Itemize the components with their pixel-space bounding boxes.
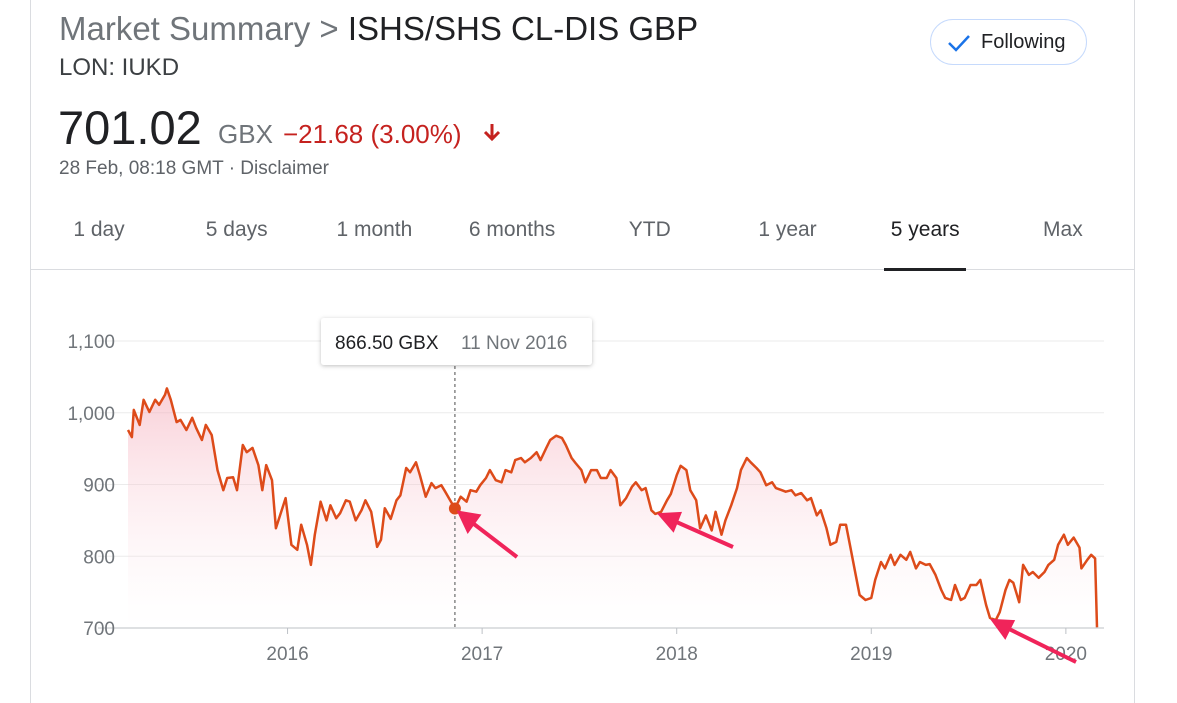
x-tick-label: 2019: [850, 644, 892, 665]
line: [126, 387, 1099, 628]
title: ISHS/SHS CL-DIS GBP: [347, 10, 699, 47]
currency: GBX: [218, 119, 273, 149]
card: [30, 0, 1135, 703]
area: [128, 388, 1097, 628]
follow-button[interactable]: Following: [930, 19, 1087, 65]
y-tick-label: 1,000: [67, 404, 115, 425]
tab[interactable]: 6 months: [468, 218, 556, 241]
separator: ·: [228, 158, 236, 179]
tab[interactable]: 1 year: [758, 218, 817, 241]
tooltip-value: 866.50 GBX: [335, 333, 439, 354]
x-tick-label: 2016: [266, 644, 308, 665]
timestamp-row: 28 Feb, 08:18 GMT · Disclaimer: [59, 158, 329, 180]
price: 701.02: [58, 101, 202, 154]
tab[interactable]: 5 days: [205, 218, 268, 241]
tooltip-box: [321, 318, 592, 365]
x-tick-label: 2017: [461, 644, 503, 665]
tab[interactable]: Max: [1043, 218, 1083, 241]
disclaimer[interactable]: Disclaimer: [240, 158, 329, 179]
divider: [30, 269, 1134, 270]
tab[interactable]: YTD: [628, 218, 671, 241]
x-tick-label: 2020: [1045, 644, 1087, 665]
tab[interactable]: 5 years: [890, 218, 960, 241]
exchange: LON: IUKD: [59, 54, 180, 81]
follow-label: Following: [981, 31, 1066, 53]
change: −21.68 (3.00%): [283, 119, 462, 149]
y-tick-label: 900: [83, 476, 115, 497]
hover-point: [448, 502, 461, 515]
timestamp: 28 Feb, 08:18 GMT: [59, 158, 224, 179]
tooltip-date: 11 Nov 2016: [461, 333, 567, 354]
breadcrumb[interactable]: Market Summary >: [59, 10, 339, 47]
tab[interactable]: 1 month: [336, 218, 413, 241]
tooltip: 866.50 GBX 11 Nov 2016: [321, 318, 592, 365]
x-tick-label: 2018: [656, 644, 698, 665]
header: Market Summary > ISHS/SHS CL-DIS GBP: [59, 10, 698, 48]
y-tick-label: 700: [83, 619, 115, 640]
down-arrow: [483, 124, 501, 142]
check-icon: [948, 35, 970, 52]
tab[interactable]: 1 day: [73, 218, 125, 241]
y-tick-label: 800: [83, 547, 115, 568]
y-tick-label: 1,100: [67, 332, 115, 353]
tab-underline: [884, 268, 967, 271]
